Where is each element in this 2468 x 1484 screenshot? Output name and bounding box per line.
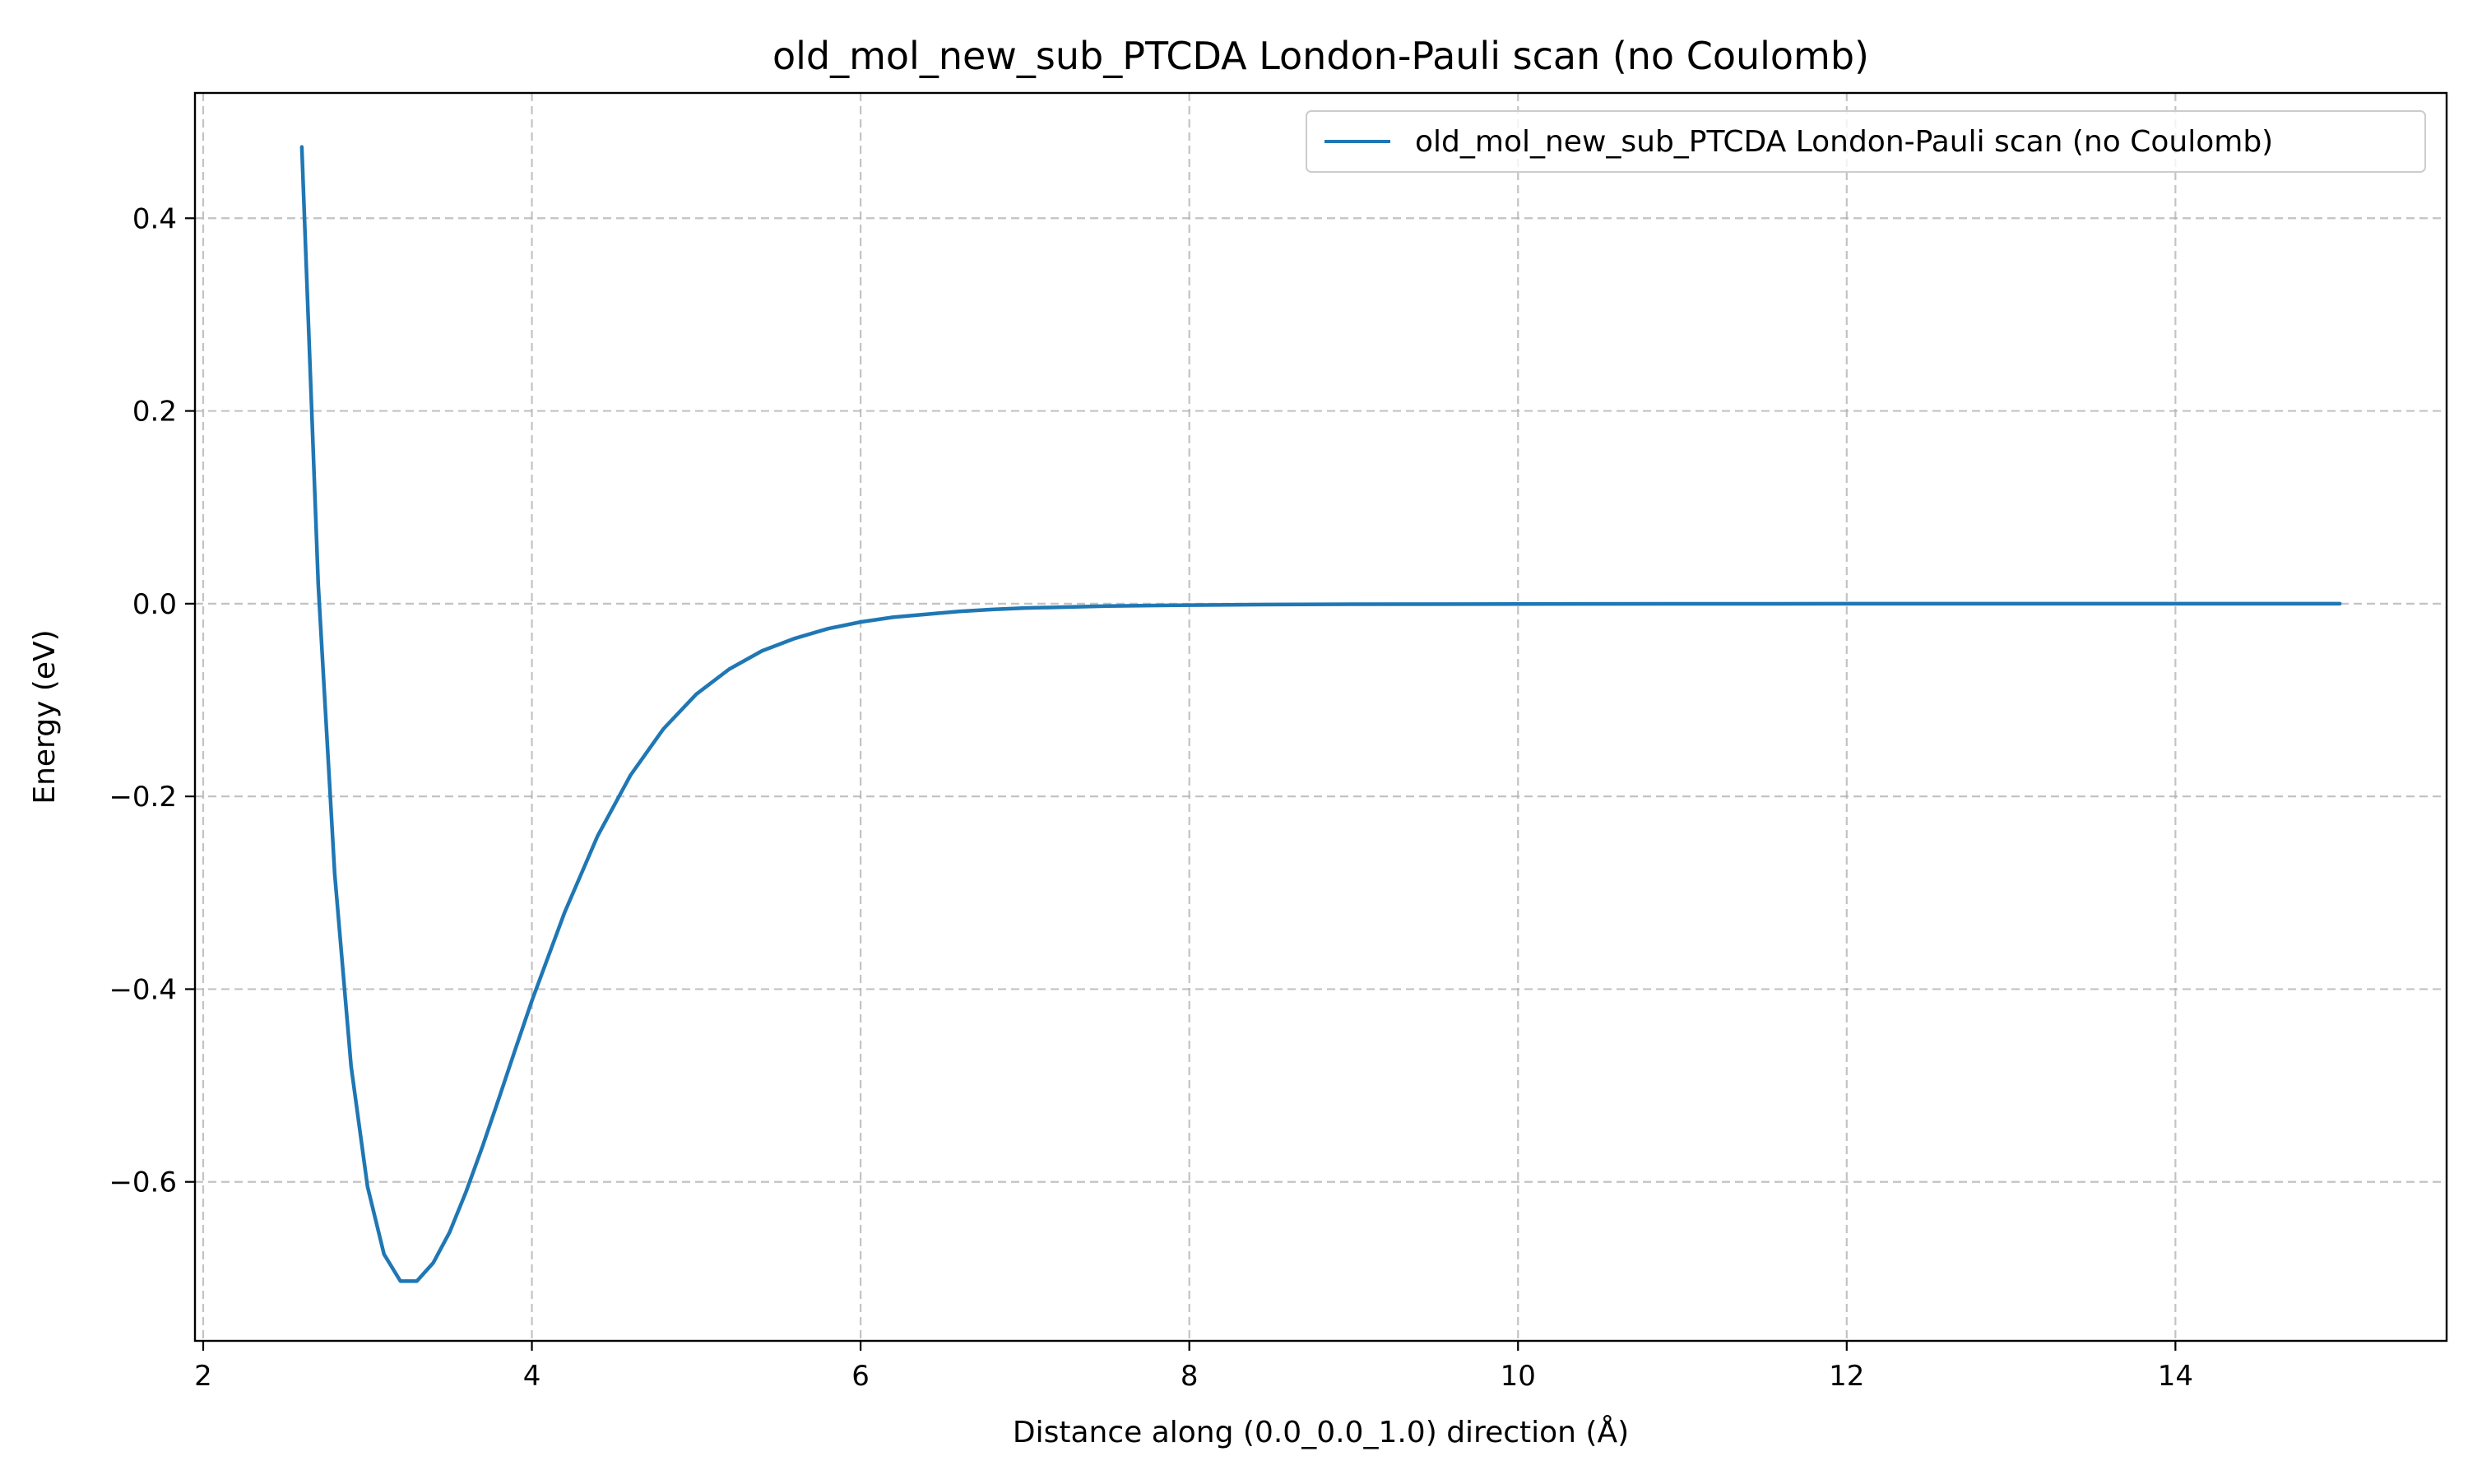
chart-title: old_mol_new_sub_PTCDA London-Pauli scan … [772,34,1869,78]
series-layer [299,145,2342,1283]
y-tick-label: −0.4 [109,973,177,1006]
x-tick-label: 14 [2158,1360,2193,1393]
y-tick-label: −0.2 [109,781,177,814]
legend: old_mol_new_sub_PTCDA London-Pauli scan … [1306,110,2426,173]
x-tick-label: 6 [851,1360,870,1393]
y-tick-label: 0.4 [132,202,177,235]
axis-ticks: 2 4 6 8 10 12 14 −0.6 −0.4 −0.2 0.0 0.2 0.4 [109,202,2193,1393]
y-tick-label: −0.6 [109,1166,177,1199]
series-line-0 [299,145,2342,1283]
y-tick-label: 0.0 [132,588,177,621]
x-tick-label: 2 [194,1360,212,1393]
x-tick-label: 8 [1181,1360,1199,1393]
legend-box [1306,110,2426,173]
x-tick-label: 4 [523,1360,541,1393]
x-axis-label: Distance along (0.0_0.0_1.0) direction (… [1013,1414,1629,1449]
plot-frame [193,91,2448,1343]
legend-label: old_mol_new_sub_PTCDA London-Pauli scan … [1415,125,2273,159]
x-tick-label: 10 [1501,1360,1536,1393]
y-tick-label: 0.2 [132,396,177,429]
x-tick-label: 12 [1829,1360,1864,1393]
y-axis-label: Energy (eV) [28,629,62,804]
